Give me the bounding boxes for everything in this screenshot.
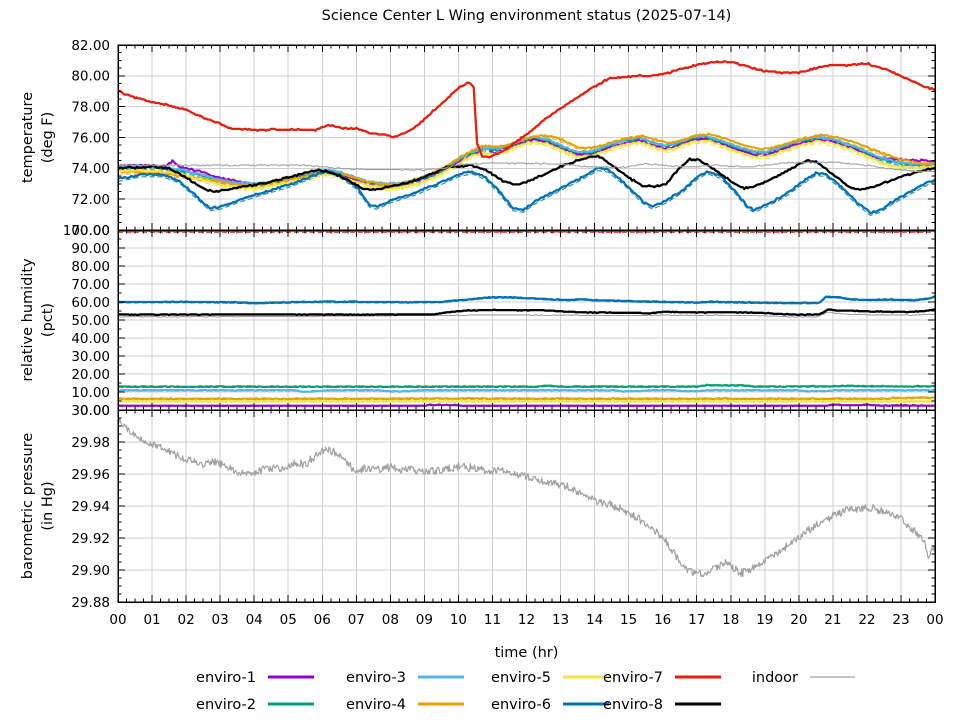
x-tick-label: 13: [552, 612, 569, 628]
x-tick-label: 08: [382, 612, 399, 628]
legend-label-enviro-7: enviro-7: [603, 670, 663, 686]
x-tick-label: 00: [926, 612, 943, 628]
x-tick-label: 21: [824, 612, 841, 628]
ticks-pressure: [117, 409, 936, 603]
panel-pressure: 29.88 29.90 29.92 29.94 29.96 29.98 30.00 barom…: [20, 403, 936, 611]
humidity-indoor-line: [118, 311, 935, 318]
x-tick-labels: 00 01 02 03 04 05 06 07 08 09 10 11 12 13 14 15 16 17 18 19…: [109, 612, 943, 628]
y-tick-label: 78.00: [71, 99, 110, 115]
ticks-humidity: [117, 229, 936, 411]
y-tick-label: 50.00: [71, 313, 110, 329]
y-axis-title-pressure-line2: (in Hg): [40, 481, 56, 530]
y-tick-label: 80.00: [71, 259, 110, 275]
humidity-enviro-2-line: [118, 383, 935, 388]
x-tick-label: 20: [790, 612, 807, 628]
legend-label-enviro-5: enviro-5: [491, 670, 551, 686]
y-axis-title-humidity-line2: (pct): [40, 303, 56, 337]
y-tick-label: 74.00: [71, 161, 110, 177]
temperature-enviro-5-line: [118, 139, 935, 191]
legend-label-enviro-3: enviro-3: [346, 670, 406, 686]
series-group-temperature: [118, 60, 935, 216]
y-axis-title-temperature-line1: temperature: [20, 92, 36, 183]
x-tick-label: 05: [280, 612, 297, 628]
humidity-enviro-4-line: [118, 395, 935, 401]
x-axis-title: time (hr): [495, 645, 559, 661]
y-tick-label: 70.00: [71, 277, 110, 293]
x-tick-label: 19: [756, 612, 773, 628]
y-tick-label: 29.92: [71, 531, 110, 547]
x-tick-label: 16: [654, 612, 671, 628]
humidity-enviro-3-line: [118, 388, 935, 393]
legend-label-enviro-2: enviro-2: [196, 697, 256, 713]
y-tick-label: 29.90: [71, 563, 110, 579]
y-tick-label: 100.00: [63, 223, 110, 239]
humidity-enviro-6-line: [118, 295, 935, 305]
x-tick-label: 23: [892, 612, 909, 628]
chart-title: Science Center L Wing environment status…: [322, 8, 732, 24]
y-tick-label: 82.00: [71, 38, 110, 54]
y-labels-pressure: 29.88 29.90 29.92 29.94 29.96 29.98 30.00: [71, 403, 110, 611]
x-tick-label: 09: [416, 612, 433, 628]
temperature-indoor-line: [118, 161, 935, 172]
x-tick-label: 14: [586, 612, 603, 628]
grid-humidity: [118, 230, 935, 410]
x-tick-label: 12: [518, 612, 535, 628]
temperature-enviro-6-line: [118, 166, 935, 215]
x-tick-label: 07: [348, 612, 365, 628]
x-tick-label: 03: [212, 612, 229, 628]
y-tick-label: 0.00: [80, 403, 110, 419]
x-tick-label: 02: [177, 612, 194, 628]
legend-label-enviro-6: enviro-6: [491, 697, 551, 713]
x-tick-label: 15: [620, 612, 637, 628]
x-tick-label: 18: [722, 612, 739, 628]
temperature-enviro-5-dashed-line: [118, 142, 935, 192]
y-tick-label: 29.88: [71, 595, 110, 611]
x-tick-label: 06: [314, 612, 331, 628]
y-tick-label: 30.00: [71, 403, 110, 419]
y-tick-label: 10.00: [71, 385, 110, 401]
ticks-temperature: [117, 44, 936, 231]
y-axis-title-humidity-line1: relative humidity: [20, 258, 36, 382]
y-tick-label: 20.00: [71, 367, 110, 383]
temperature-enviro-4-line: [118, 132, 935, 188]
x-tick-label: 10: [450, 612, 467, 628]
temperature-enviro-7-line: [118, 60, 935, 159]
temperature-enviro-8-line: [118, 154, 935, 193]
legend-label-enviro-8: enviro-8: [603, 697, 663, 713]
y-tick-label: 76.00: [71, 130, 110, 146]
y-tick-label: 72.00: [71, 192, 110, 208]
x-tick-label: 04: [246, 612, 263, 628]
temperature-enviro-6-dashed-line: [118, 170, 935, 216]
y-tick-label: 29.98: [71, 435, 110, 451]
x-tick-label: 22: [858, 612, 875, 628]
x-tick-label: 17: [688, 612, 705, 628]
y-labels-temperature: 70.00 72.00 74.00 76.00 78.00 80.00 82.00: [71, 38, 110, 239]
legend: enviro-1 enviro-3 enviro-5 enviro-7 indoor en…: [196, 670, 855, 713]
humidity-enviro-8-line: [118, 308, 935, 317]
x-tick-label: 00: [109, 612, 126, 628]
legend-label-enviro-4: enviro-4: [346, 697, 406, 713]
y-tick-label: 40.00: [71, 331, 110, 347]
y-tick-label: 30.00: [71, 349, 110, 365]
legend-label-enviro-1: enviro-1: [196, 670, 256, 686]
y-tick-label: 60.00: [71, 295, 110, 311]
x-tick-label: 11: [484, 612, 501, 628]
pressure-indoor-line: [118, 417, 935, 577]
y-axis-title-pressure-line1: barometric pressure: [20, 433, 36, 580]
y-labels-humidity: 0.00 10.00 20.00 30.00 40.00 50.00 60.00 70.00 8…: [63, 223, 110, 419]
y-tick-label: 90.00: [71, 241, 110, 257]
y-tick-label: 80.00: [71, 69, 110, 85]
y-tick-label: 70.00: [71, 223, 110, 239]
y-tick-label: 29.96: [71, 467, 110, 483]
grid-temperature: [118, 45, 935, 230]
panel-temperature: 70.00 72.00 74.00 76.00 78.00 80.00 82.00 tempe…: [20, 38, 936, 239]
y-axis-title-temperature-line2: (deg F): [40, 112, 56, 164]
x-tick-label: 01: [143, 612, 160, 628]
y-tick-label: 29.94: [71, 499, 110, 515]
legend-label-indoor: indoor: [752, 670, 798, 686]
series-group-pressure: [118, 417, 935, 577]
